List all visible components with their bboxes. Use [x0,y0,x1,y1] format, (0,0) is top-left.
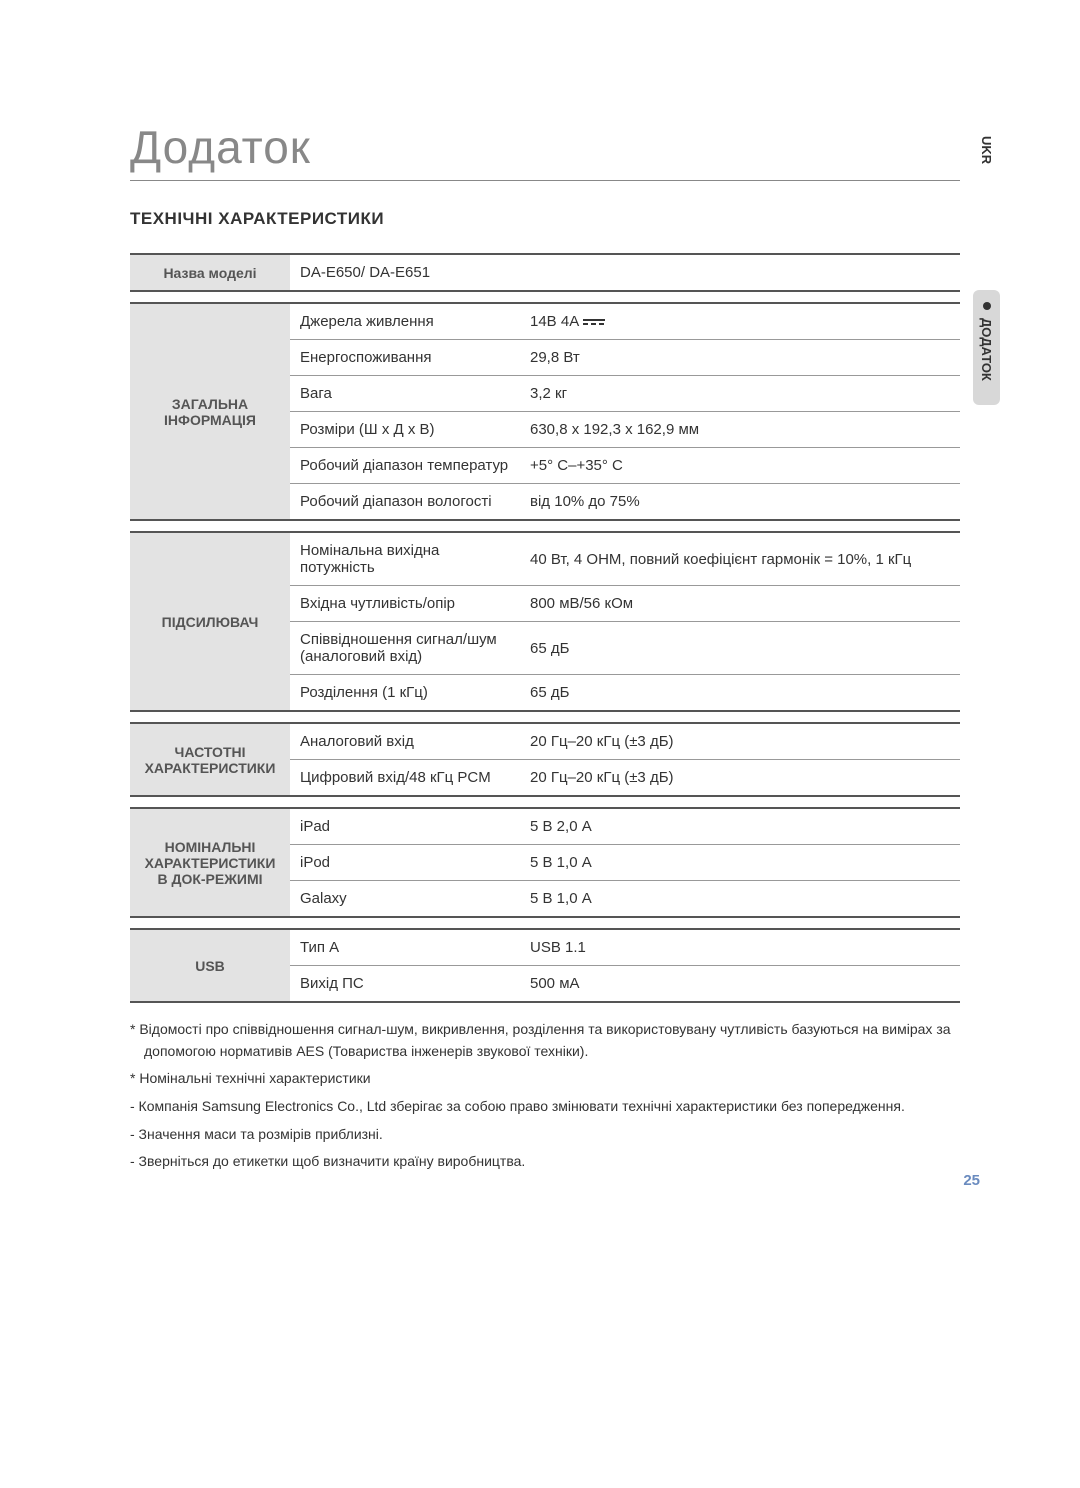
spec-param: Розміри (Ш x Д x В) [290,412,520,448]
table-row: ЧАСТОТНІ ХАРАКТЕРИСТИКИАналоговий вхід20… [130,723,960,760]
spec-value: 29,8 Вт [520,340,960,376]
spec-param: Galaxy [290,881,520,918]
spec-param: Вхідна чутливість/опір [290,586,520,622]
spec-param: Номінальна вихідна потужність [290,532,520,586]
spec-value: USB 1.1 [520,929,960,966]
spec-value: 14В 4А [520,303,960,340]
spec-table: ПІДСИЛЮВАЧНомінальна вихідна потужність4… [130,531,960,712]
spec-param: iPod [290,845,520,881]
section-tab-label: ДОДАТОК [979,318,994,381]
table-row: ЗАГАЛЬНА ІНФОРМАЦІЯДжерела живлення14В 4… [130,303,960,340]
spec-table: НОМІНАЛЬНІ ХАРАКТЕРИСТИКИ В ДОК-РЕЖИМІiP… [130,807,960,918]
footnote-line: - Компанія Samsung Electronics Co., Ltd … [130,1096,960,1118]
spec-group: ЗАГАЛЬНА ІНФОРМАЦІЯДжерела живлення14В 4… [130,302,960,521]
spec-param: Робочий діапазон температур [290,448,520,484]
lang-tab: UKR [977,130,996,170]
spec-param: iPad [290,808,520,845]
footnote-line: * Номінальні технічні характеристики [130,1068,960,1090]
table-row: ПІДСИЛЮВАЧНомінальна вихідна потужність4… [130,532,960,586]
dc-icon [583,319,605,325]
group-label: ЧАСТОТНІ ХАРАКТЕРИСТИКИ [130,723,290,796]
page-title: Додаток [130,120,960,181]
footnote-line: - Значення маси та розмірів приблизні. [130,1124,960,1146]
spec-group: ЧАСТОТНІ ХАРАКТЕРИСТИКИАналоговий вхід20… [130,722,960,797]
spec-value: 65 дБ [520,622,960,675]
table-row: USBТип AUSB 1.1 [130,929,960,966]
spec-value: від 10% до 75% [520,484,960,521]
section-tab: ДОДАТОК [973,290,1000,405]
spec-param: Енергоспоживання [290,340,520,376]
footnotes: * Відомості про співвідношення сигнал-шу… [130,1019,960,1173]
spec-value: 5 В 1,0 A [520,881,960,918]
page-number: 25 [963,1172,980,1189]
spec-group: НОМІНАЛЬНІ ХАРАКТЕРИСТИКИ В ДОК-РЕЖИМІiP… [130,807,960,918]
spec-param: Джерела живлення [290,303,520,340]
spec-value: 5 В 1,0 A [520,845,960,881]
spec-value: 40 Вт, 4 ОНМ, повний коефіцієнт гармонік… [520,532,960,586]
spec-value: 20 Гц–20 кГц (±3 дБ) [520,760,960,797]
spec-param: Цифровий вхід/48 кГц PCM [290,760,520,797]
spec-param: Аналоговий вхід [290,723,520,760]
spec-value: 3,2 кг [520,376,960,412]
spec-table: ЧАСТОТНІ ХАРАКТЕРИСТИКИАналоговий вхід20… [130,722,960,797]
table-row: Назва моделі DA-E650/ DA-E651 [130,254,960,291]
side-tabs: UKR ДОДАТОК [973,130,1000,405]
model-table: Назва моделі DA-E650/ DA-E651 [130,253,960,292]
spec-value: +5° С–+35° С [520,448,960,484]
footnote-line: - Зверніться до етикетки щоб визначити к… [130,1151,960,1173]
spec-table: USBТип AUSB 1.1Вихід ПС500 мA [130,928,960,1003]
model-label: Назва моделі [130,254,290,291]
group-label: ЗАГАЛЬНА ІНФОРМАЦІЯ [130,303,290,520]
spec-param: Робочий діапазон вологості [290,484,520,521]
spec-param: Розділення (1 кГц) [290,675,520,712]
spec-group: ПІДСИЛЮВАЧНомінальна вихідна потужність4… [130,531,960,712]
footnote-line: * Відомості про співвідношення сигнал-шу… [130,1019,960,1062]
spec-param: Співвідношення сигнал/шум (аналоговий вх… [290,622,520,675]
group-label: НОМІНАЛЬНІ ХАРАКТЕРИСТИКИ В ДОК-РЕЖИМІ [130,808,290,917]
group-label: ПІДСИЛЮВАЧ [130,532,290,711]
model-value: DA-E650/ DA-E651 [290,254,960,291]
spec-param: Вихід ПС [290,966,520,1003]
model-block: Назва моделі DA-E650/ DA-E651 [130,253,960,292]
spec-value: 800 мВ/56 кОм [520,586,960,622]
spec-value: 500 мA [520,966,960,1003]
spec-group: USBТип AUSB 1.1Вихід ПС500 мA [130,928,960,1003]
spec-value: 20 Гц–20 кГц (±3 дБ) [520,723,960,760]
table-row: НОМІНАЛЬНІ ХАРАКТЕРИСТИКИ В ДОК-РЕЖИМІiP… [130,808,960,845]
bullet-icon [983,302,991,310]
spec-value: 630,8 x 192,3 x 162,9 мм [520,412,960,448]
group-label: USB [130,929,290,1002]
spec-param: Тип A [290,929,520,966]
spec-value: 65 дБ [520,675,960,712]
section-subtitle: ТЕХНІЧНІ ХАРАКТЕРИСТИКИ [130,209,960,229]
spec-table: ЗАГАЛЬНА ІНФОРМАЦІЯДжерела живлення14В 4… [130,302,960,521]
spec-value: 5 В 2,0 A [520,808,960,845]
spec-param: Вага [290,376,520,412]
